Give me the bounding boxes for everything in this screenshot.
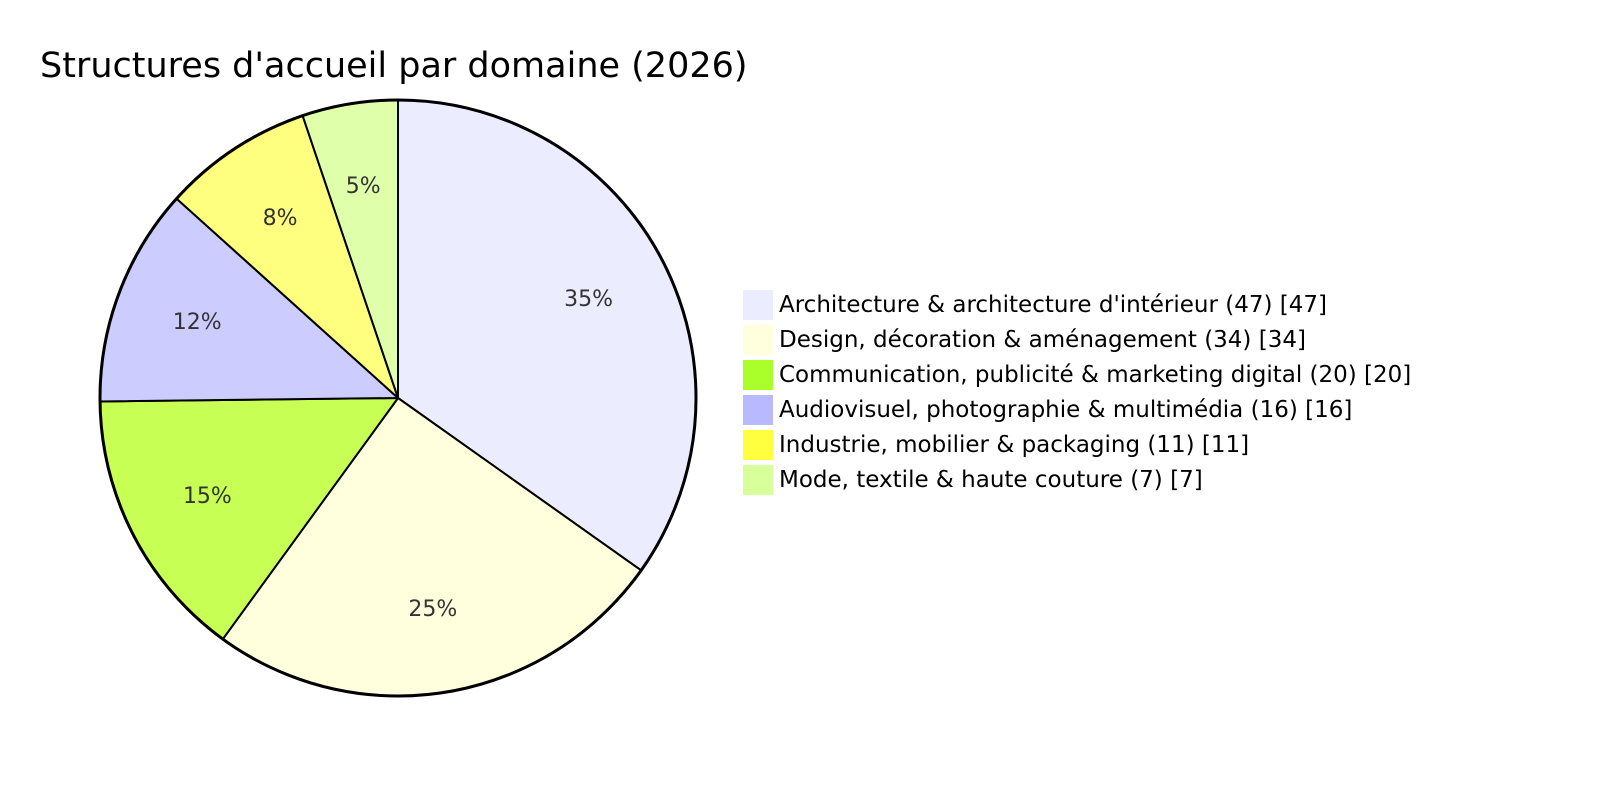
legend-label-5: Industrie, mobilier & packaging (11) [11… bbox=[779, 432, 1249, 458]
slice-4-percent-label: 12% bbox=[173, 310, 222, 335]
slice-6-percent-label: 5% bbox=[346, 174, 381, 199]
pie-outline bbox=[98, 98, 698, 698]
legend-item-2: Design, décoration & aménagement (34) [3… bbox=[743, 325, 1306, 355]
legend-swatch-4 bbox=[743, 395, 773, 425]
legend-label-4: Audiovisuel, photographie & multimédia (… bbox=[779, 397, 1352, 423]
slice-1-percent-label: 35% bbox=[564, 287, 613, 312]
legend-item-4: Audiovisuel, photographie & multimédia (… bbox=[743, 395, 1352, 425]
slice-5-percent-label: 8% bbox=[263, 206, 298, 231]
legend: Architecture & architecture d'intérieur … bbox=[743, 290, 1411, 495]
legend-swatch-3 bbox=[743, 360, 773, 390]
pie-slices bbox=[98, 98, 698, 698]
legend-item-1: Architecture & architecture d'intérieur … bbox=[743, 290, 1327, 320]
legend-label-1: Architecture & architecture d'intérieur … bbox=[779, 292, 1327, 318]
slice-2-percent-label: 25% bbox=[408, 597, 457, 622]
legend-label-2: Design, décoration & aménagement (34) [3… bbox=[779, 327, 1306, 353]
legend-label-6: Mode, textile & haute couture (7) [7] bbox=[779, 467, 1203, 493]
legend-item-6: Mode, textile & haute couture (7) [7] bbox=[743, 465, 1203, 495]
legend-swatch-1 bbox=[743, 290, 773, 320]
legend-swatch-2 bbox=[743, 325, 773, 355]
pie-slice-labels: 35% 25% 15% 12% 8% 5% bbox=[173, 174, 613, 622]
legend-item-5: Industrie, mobilier & packaging (11) [11… bbox=[743, 430, 1249, 460]
legend-swatch-6 bbox=[743, 465, 773, 495]
slice-3-percent-label: 15% bbox=[183, 484, 232, 509]
chart-title: Structures d'accueil par domaine (2026) bbox=[40, 46, 748, 86]
legend-label-3: Communication, publicité & marketing dig… bbox=[779, 362, 1411, 388]
legend-swatch-5 bbox=[743, 430, 773, 460]
legend-item-3: Communication, publicité & marketing dig… bbox=[743, 360, 1411, 390]
